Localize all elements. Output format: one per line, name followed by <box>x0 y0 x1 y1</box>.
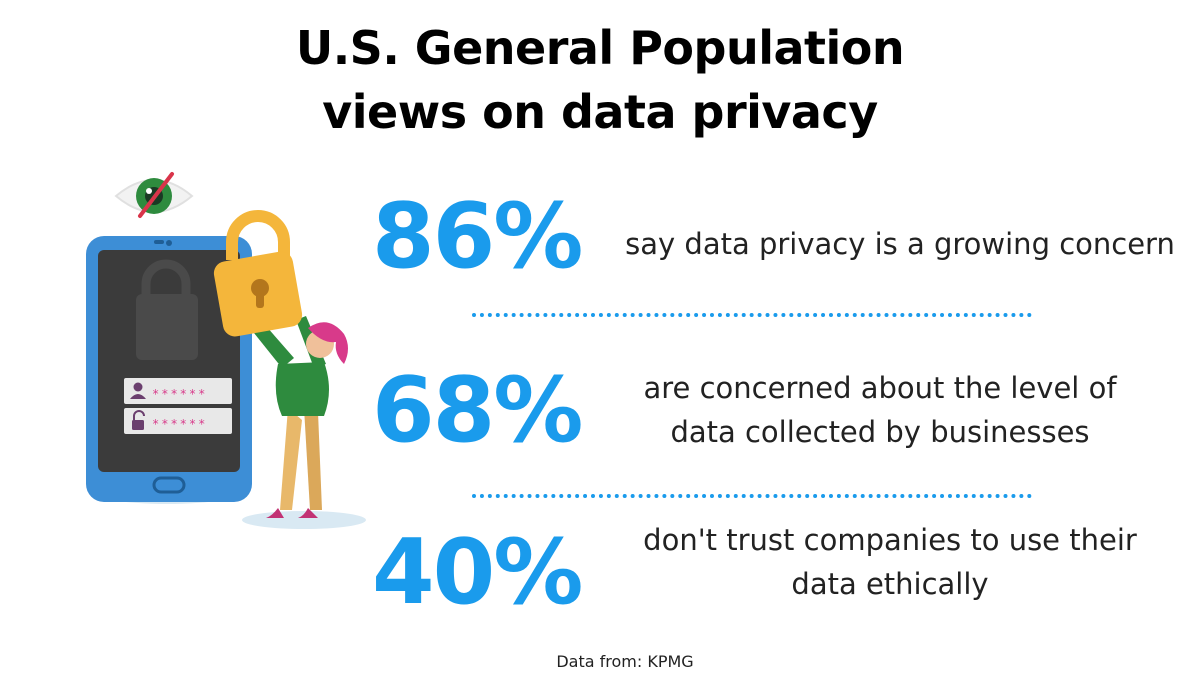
divider-2 <box>472 494 1032 498</box>
stat-description-line: are concerned about the level of <box>643 371 1117 405</box>
person-holding-lock <box>242 310 348 518</box>
password-mask-2: ****** <box>152 417 207 431</box>
page-title: U.S. General Population views on data pr… <box>0 16 1200 144</box>
padlock-icon <box>213 210 303 337</box>
stat-description-line: data ethically <box>791 567 989 601</box>
user-icon <box>130 382 146 399</box>
stat-description: don't trust companies to use their data … <box>610 518 1170 606</box>
divider-1 <box>472 313 1032 317</box>
stat-description-line: don't trust companies to use their <box>643 523 1137 557</box>
title-line-1: U.S. General Population <box>295 21 905 75</box>
illustration-svg: ****** ****** <box>86 172 366 529</box>
eye-crossed-icon <box>114 172 194 218</box>
source-note: Data from: KPMG <box>556 652 694 671</box>
stat-percent: 40% <box>372 520 583 625</box>
privacy-illustration: ****** ****** <box>82 168 382 538</box>
person-shadow <box>242 511 366 529</box>
password-mask-1: ****** <box>152 387 207 401</box>
title-line-2: views on data privacy <box>322 85 878 139</box>
stat-description: say data privacy is a growing concern <box>620 222 1180 266</box>
stat-description: are concerned about the level of data co… <box>600 366 1160 454</box>
stat-percent: 68% <box>372 358 583 463</box>
stat-percent: 86% <box>372 184 583 289</box>
unlock-icon <box>132 410 145 430</box>
stat-description-line: say data privacy is a growing concern <box>625 227 1175 261</box>
stat-description-line: data collected by businesses <box>670 415 1090 449</box>
